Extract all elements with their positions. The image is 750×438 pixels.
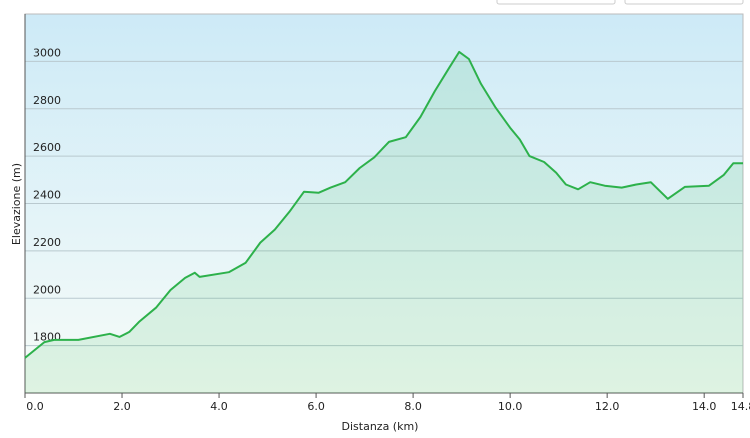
y-tick-label: 2400 <box>33 189 61 202</box>
x-tick-label: 6.0 <box>307 400 325 413</box>
x-axis-title: Distanza (km) <box>342 420 419 433</box>
y-tick-label: 3000 <box>33 46 61 59</box>
x-tick-label: 0.0 <box>26 400 44 413</box>
x-tick-label: 14.0 <box>692 400 717 413</box>
button[interactable] <box>624 0 744 5</box>
x-tick-label: 8.0 <box>404 400 422 413</box>
y-axis-title: Elevazione (m) <box>10 163 23 245</box>
y-tick-label: 2800 <box>33 94 61 107</box>
x-tick-label: 10.0 <box>498 400 523 413</box>
line <box>24 50 743 359</box>
x-tick-label: 4.0 <box>210 400 228 413</box>
x-tick-label: 14.8 <box>731 400 750 413</box>
area <box>25 51 743 394</box>
button[interactable] <box>496 0 616 5</box>
y-tick-label: 2000 <box>33 283 61 296</box>
x-tick-label: 12.0 <box>595 400 620 413</box>
x-tick-label: 2.0 <box>113 400 131 413</box>
y-tick-label: 2200 <box>33 236 61 249</box>
y-tick-label: 2600 <box>33 141 61 154</box>
